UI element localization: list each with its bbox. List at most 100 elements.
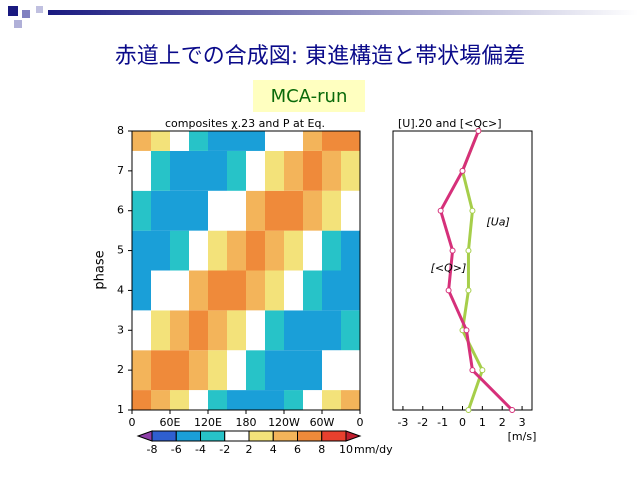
- heat-cell: [227, 270, 246, 311]
- heat-cell: [284, 270, 303, 311]
- colorbar-label: -4: [195, 443, 206, 456]
- heat-cell: [227, 310, 246, 351]
- heat-cell: [208, 390, 227, 410]
- heat-cell: [341, 310, 360, 351]
- heat-cell: [303, 350, 322, 391]
- heat-cell: [208, 310, 227, 351]
- heat-cell: [189, 190, 208, 231]
- heat-cell: [227, 190, 246, 231]
- heat-cell: [246, 310, 265, 351]
- heat-cell: [227, 390, 246, 410]
- heat-cell: [246, 150, 265, 191]
- heat-cell: [189, 390, 208, 410]
- heat-cell: [265, 390, 284, 410]
- heat-cell: [170, 270, 189, 311]
- decoration: [8, 6, 638, 28]
- point: [459, 167, 466, 174]
- heat-cell: [227, 350, 246, 391]
- heat-cell: [208, 190, 227, 231]
- point: [449, 247, 456, 254]
- heat-cell: [151, 350, 170, 391]
- chart-title: composites χ.23 and P at Eq.: [165, 117, 325, 130]
- x-tick-label: 60W: [310, 416, 335, 429]
- heat-cell: [284, 150, 303, 191]
- colorbar-cell: [200, 430, 226, 442]
- heat-cell: [208, 230, 227, 271]
- series-line: [439, 130, 514, 412]
- series-line: [460, 130, 484, 411]
- heat-cell: [303, 150, 322, 191]
- y-tick-label: 1: [117, 403, 124, 416]
- heat-cell: [132, 270, 151, 311]
- heat-cell: [208, 350, 227, 391]
- y-tick-label: 2: [117, 363, 124, 376]
- point: [437, 207, 444, 214]
- colorbar-cell: [136, 430, 153, 442]
- colorbar-cell: [297, 430, 323, 442]
- heat-cell: [322, 150, 341, 191]
- colorbar-label: 2: [246, 443, 253, 456]
- point: [465, 287, 472, 294]
- heat-cell: [151, 131, 170, 151]
- colorbar-cell: [175, 430, 201, 442]
- colorbar-cell: [345, 430, 362, 442]
- x-tick-label: 120W: [268, 416, 300, 429]
- heat-cell: [170, 310, 189, 351]
- heat-cell: [189, 230, 208, 271]
- heat-cell: [151, 190, 170, 231]
- subtitle: MCA-run: [271, 86, 348, 107]
- x-tick-label: 2: [499, 416, 506, 429]
- x-tick-label: 1: [479, 416, 486, 429]
- heat-cell: [284, 350, 303, 391]
- point: [469, 207, 476, 214]
- heat-cell: [265, 230, 284, 271]
- heat-cell: [132, 310, 151, 351]
- x-tick-label: -3: [397, 416, 408, 429]
- point: [465, 247, 472, 254]
- heat-cell: [303, 190, 322, 231]
- heat-cell: [284, 390, 303, 410]
- heat-cell: [189, 310, 208, 351]
- point: [479, 367, 486, 374]
- heat-cell: [284, 190, 303, 231]
- heat-cell: [246, 390, 265, 410]
- colorbar-label: -8: [147, 443, 158, 456]
- legend-label: [<Q>]: [431, 262, 467, 275]
- heat-cell: [132, 390, 151, 410]
- x-tick-label: 0: [129, 416, 136, 429]
- heat-cell: [322, 390, 341, 410]
- point: [475, 128, 482, 134]
- heat-cell: [132, 230, 151, 271]
- x-tick-label: -1: [437, 416, 448, 429]
- y-tick-label: 7: [117, 164, 124, 177]
- colorbar-label: -6: [171, 443, 182, 456]
- point: [463, 327, 470, 334]
- x-axis-label: [m/s]: [508, 430, 537, 443]
- colorbar-label: 10: [339, 443, 353, 456]
- heat-cell: [341, 230, 360, 271]
- heat-cell: [170, 150, 189, 191]
- colorbar-cell: [321, 430, 347, 442]
- heat-cell: [341, 150, 360, 191]
- heat-cell: [132, 190, 151, 231]
- y-tick-label: 4: [117, 283, 124, 296]
- slide-title: 赤道上での合成図: 東進構造と帯状場偏差: [115, 44, 525, 69]
- heat-cell: [284, 131, 303, 151]
- colorbar-cell: [224, 430, 250, 442]
- heat-cell: [151, 390, 170, 410]
- colorbar-cell: [272, 430, 298, 442]
- heat-cell: [322, 131, 341, 151]
- heat-cell: [132, 131, 151, 151]
- heat-cell: [265, 350, 284, 391]
- heat-cell: [189, 131, 208, 151]
- heat-cell: [246, 350, 265, 391]
- heat-cell: [132, 150, 151, 191]
- heat-cell: [208, 131, 227, 151]
- heat-cell: [322, 190, 341, 231]
- heat-cell: [151, 310, 170, 351]
- heat-cell: [303, 270, 322, 311]
- x-tick-label: 180: [236, 416, 257, 429]
- y-tick-label: 5: [117, 244, 124, 257]
- colorbar-cell: [248, 430, 274, 442]
